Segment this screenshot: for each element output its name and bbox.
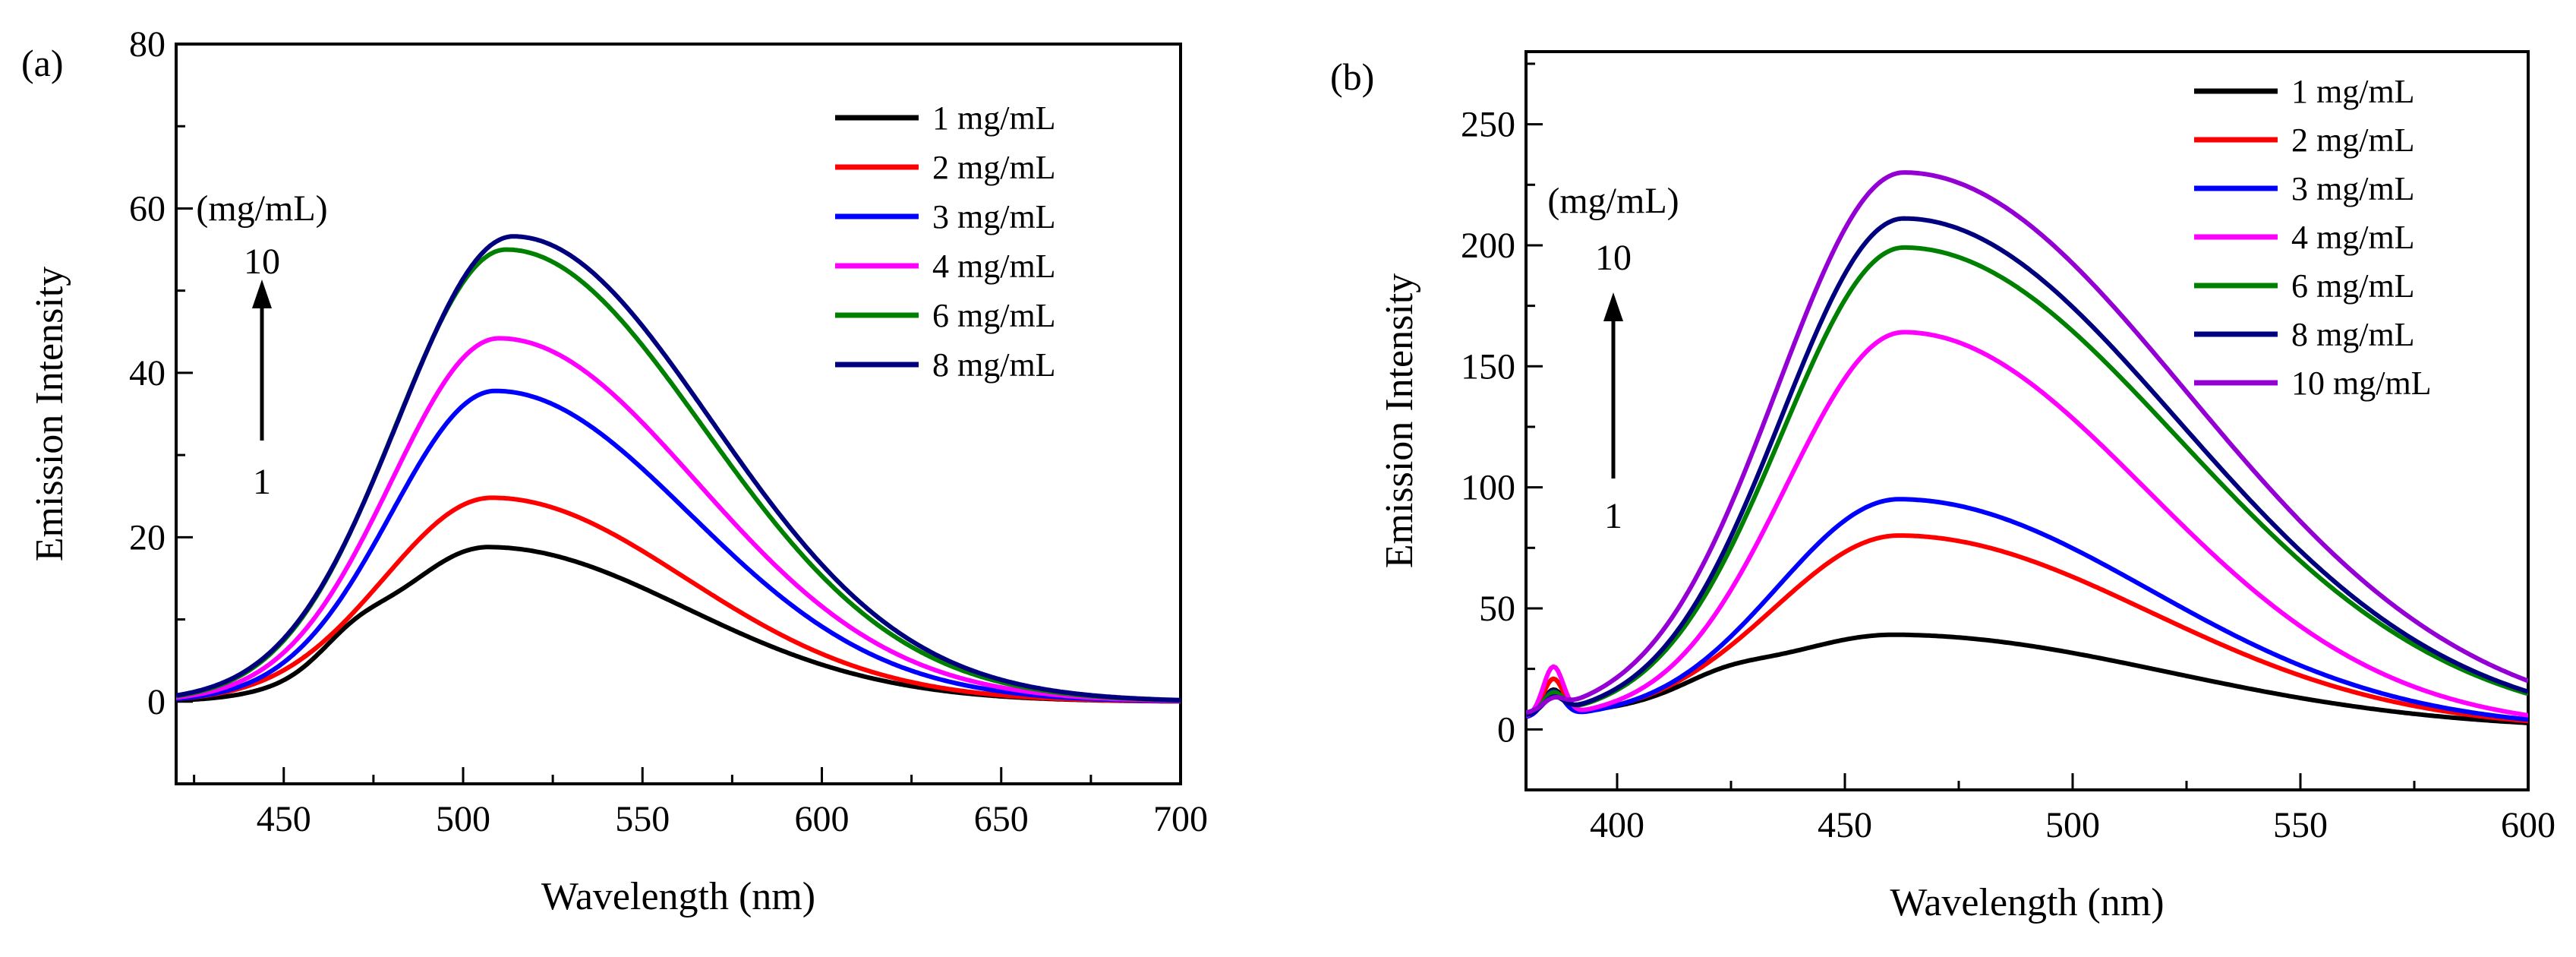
chart-panel-a: (a) 450 500 550 600 650 700 0 20 40 60 80 Wavelength…	[21, 24, 1208, 918]
y-tick-label: 0	[147, 682, 166, 722]
legend: 1 mg/mL 2 mg/mL 3 mg/mL 4 mg/mL 6 mg/mL 8 mg/…	[2194, 73, 2432, 402]
series-group	[1526, 170, 2528, 725]
legend-label: 6 mg/mL	[932, 297, 1056, 334]
x-tick-label: 650	[974, 799, 1029, 839]
legend-label: 2 mg/mL	[2291, 122, 2415, 159]
panel-label: (a)	[21, 42, 64, 84]
legend-label: 8 mg/mL	[932, 346, 1056, 384]
legend-label: 8 mg/mL	[2291, 316, 2415, 353]
x-axis-label: Wavelength (nm)	[541, 875, 815, 918]
x-tick-label: 400	[1590, 805, 1644, 845]
annotation-top: 10	[244, 242, 280, 282]
legend-label: 3 mg/mL	[2291, 170, 2415, 207]
series-line-1-mg-mL	[1526, 632, 2528, 725]
concentration-annotation: (mg/mL) 10 1	[196, 188, 327, 502]
legend-label: 2 mg/mL	[932, 149, 1056, 186]
concentration-annotation: (mg/mL) 10 1	[1547, 181, 1679, 536]
series-line-3-mg-mL	[1526, 497, 2528, 722]
x-axis-label: Wavelength (nm)	[1890, 881, 2164, 924]
legend-label: 1 mg/mL	[2291, 73, 2415, 110]
x-tick-label: 550	[2273, 805, 2328, 845]
arrow-up-icon	[252, 280, 272, 308]
y-tick-label: 50	[1479, 589, 1515, 629]
annotation-top: 10	[1595, 238, 1632, 278]
annotation-unit: (mg/mL)	[1547, 181, 1679, 221]
legend-label: 6 mg/mL	[2291, 267, 2415, 305]
series-line-1-mg-mL	[176, 545, 1181, 704]
series-line-4-mg-mL	[1526, 330, 2528, 719]
annotation-unit: (mg/mL)	[196, 188, 327, 229]
annotation-bottom: 1	[1604, 496, 1622, 536]
legend-label: 4 mg/mL	[2291, 219, 2415, 256]
y-tick-label: 150	[1461, 346, 1515, 387]
x-tick-label: 500	[2045, 805, 2100, 845]
y-tick-label: 80	[129, 24, 166, 65]
y-axis-label: Emission Intensity	[28, 267, 71, 562]
y-axis-label: Emission Intensity	[1378, 273, 1421, 569]
series-line-2-mg-mL	[176, 495, 1181, 704]
y-tick-label: 0	[1497, 709, 1515, 750]
series-group	[176, 234, 1181, 704]
legend-label: 4 mg/mL	[932, 248, 1056, 285]
legend-label: 1 mg/mL	[932, 99, 1056, 137]
arrow-up-icon	[1603, 292, 1623, 321]
x-tick-label: 600	[795, 799, 850, 839]
chart-panel-b: (b) 400 450 500 550 600 0 50 100 150 200 250 Wavelen…	[1330, 50, 2556, 924]
x-tick-label: 700	[1153, 799, 1208, 839]
legend: 1 mg/mL 2 mg/mL 3 mg/mL 4 mg/mL 6 mg/mL 8 mg/…	[835, 99, 1056, 384]
x-tick-label: 550	[615, 799, 670, 839]
series-line-6-mg-mL	[1526, 245, 2528, 718]
x-tick-label: 600	[2501, 805, 2556, 845]
x-tick-label: 450	[1818, 805, 1872, 845]
series-line-8-mg-mL	[176, 234, 1181, 703]
plot-frame	[1524, 50, 2530, 791]
series-line-4-mg-mL	[176, 336, 1181, 703]
annotation-bottom: 1	[253, 462, 271, 502]
series-line-2-mg-mL	[1526, 533, 2528, 724]
series-line-8-mg-mL	[1526, 216, 2528, 718]
plot-frame	[175, 43, 1182, 785]
legend-label: 3 mg/mL	[932, 198, 1056, 235]
x-tick-label: 450	[257, 799, 311, 839]
panel-label: (b)	[1330, 55, 1374, 98]
legend-label: 10 mg/mL	[2291, 365, 2432, 402]
y-tick-label: 200	[1461, 226, 1515, 266]
y-tick-label: 60	[129, 188, 166, 229]
y-tick-label: 20	[129, 517, 166, 557]
x-tick-label: 500	[436, 799, 490, 839]
y-tick-label: 250	[1461, 105, 1515, 145]
series-line-3-mg-mL	[176, 388, 1181, 703]
y-tick-label: 100	[1461, 468, 1515, 508]
y-tick-label: 40	[129, 353, 166, 393]
series-line-10-mg-mL	[1526, 170, 2528, 715]
